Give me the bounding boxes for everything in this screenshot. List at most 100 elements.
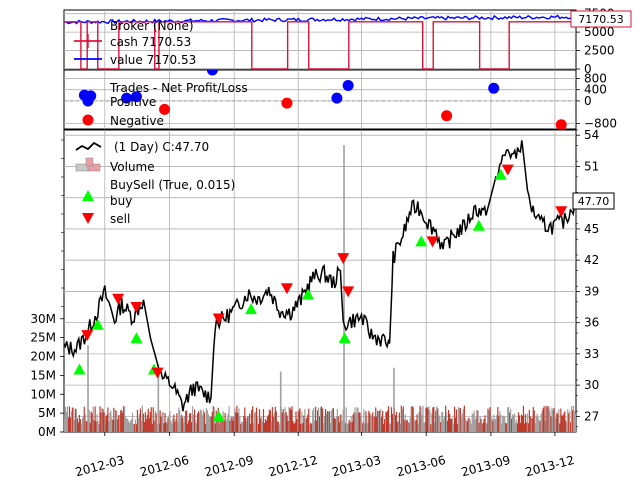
volume-bar xyxy=(544,420,546,432)
volume-bar xyxy=(575,413,576,432)
volume-bar xyxy=(285,412,287,432)
volume-bar xyxy=(369,413,371,432)
volume-bar xyxy=(223,421,225,432)
buy-marker xyxy=(212,410,225,422)
volume-bar xyxy=(422,405,424,432)
volume-spike-bar xyxy=(87,345,89,432)
volume-bar xyxy=(386,410,389,432)
volume-bar xyxy=(513,413,516,432)
volume-bar xyxy=(105,416,107,432)
volume-bar xyxy=(245,417,247,432)
volume-bar xyxy=(144,412,146,432)
volume-bar xyxy=(257,423,260,432)
volume-bar xyxy=(273,413,275,432)
price-y-tick-label: 39 xyxy=(584,284,599,298)
volume-bar xyxy=(498,416,500,432)
volume-bar xyxy=(198,412,201,432)
volume-bar xyxy=(565,420,567,432)
volume-bar xyxy=(382,411,384,432)
volume-bar xyxy=(226,418,228,432)
last-price-text: 47.70 xyxy=(578,195,610,208)
volume-bar xyxy=(181,414,183,432)
volume-bar xyxy=(536,413,538,432)
volume-bars xyxy=(64,145,576,432)
volume-bar xyxy=(239,415,241,432)
volume-bar xyxy=(125,416,127,432)
price-y-tick-label: 36 xyxy=(584,316,599,330)
volume-bar xyxy=(558,409,560,432)
legend-volume-swatch-up xyxy=(87,163,101,172)
volume-bar xyxy=(532,406,534,432)
volume-bar xyxy=(412,407,414,432)
volume-bar xyxy=(414,421,416,432)
volume-bar xyxy=(193,409,196,432)
volume-bar xyxy=(437,408,439,432)
volume-bar xyxy=(117,419,119,432)
volume-bar xyxy=(162,411,164,432)
volume-bar xyxy=(132,424,135,432)
volume-bar xyxy=(236,405,238,432)
volume-bar xyxy=(436,406,438,432)
volume-bar xyxy=(307,414,309,432)
volume-bar xyxy=(548,407,550,432)
volume-bar xyxy=(114,419,116,432)
volume-bar xyxy=(227,414,229,432)
volume-bar xyxy=(249,413,251,432)
volume-bar xyxy=(349,422,351,432)
buy-marker xyxy=(73,363,86,375)
volume-bar xyxy=(177,421,179,432)
buy-marker xyxy=(472,219,485,231)
volume-bar xyxy=(344,422,346,432)
volume-bar xyxy=(130,419,133,432)
volume-bar xyxy=(225,421,227,432)
volume-y-tick-label: 25M xyxy=(30,331,56,345)
x-tick-label: 2013-03 xyxy=(330,453,382,480)
volume-bar xyxy=(456,424,459,432)
volume-bar xyxy=(204,423,206,432)
broker-legend: Broker (None) cash 7170.53 value 7170.53 xyxy=(74,19,196,67)
sell-marker xyxy=(112,293,125,305)
volume-bar xyxy=(68,406,71,432)
volume-bar xyxy=(522,405,525,432)
volume-bar xyxy=(403,419,405,432)
volume-bar xyxy=(91,413,93,432)
volume-y-tick-label: 10M xyxy=(30,387,56,401)
volume-bar xyxy=(324,409,327,432)
volume-bar xyxy=(99,406,101,432)
volume-bar xyxy=(139,408,142,432)
trades-y-tick-label: 800 xyxy=(584,71,607,85)
volume-bar xyxy=(229,420,231,432)
volume-bar xyxy=(484,415,486,432)
volume-bar xyxy=(102,409,104,432)
volume-bar xyxy=(164,413,166,432)
legend-value-label: value 7170.53 xyxy=(110,53,196,67)
sell-marker xyxy=(212,313,225,325)
sell-marker xyxy=(130,302,143,314)
sell-marker xyxy=(81,330,94,342)
volume-bar xyxy=(512,414,514,432)
volume-bar xyxy=(187,423,189,432)
volume-bar xyxy=(191,422,193,432)
volume-bar xyxy=(299,408,301,432)
volume-bar xyxy=(372,412,374,432)
volume-bar xyxy=(116,411,118,432)
volume-y-tick-label: 30M xyxy=(30,312,56,326)
volume-bar xyxy=(296,419,298,432)
volume-bar xyxy=(289,407,291,432)
volume-bar xyxy=(493,414,495,432)
volume-bar xyxy=(375,407,377,432)
volume-bar xyxy=(159,410,161,432)
volume-bar xyxy=(103,412,105,432)
volume-bar xyxy=(292,421,294,432)
volume-bar xyxy=(112,419,114,432)
buy-marker xyxy=(130,332,143,344)
volume-bar xyxy=(418,412,420,432)
trades-legend-title: Trades - Net Profit/Loss xyxy=(109,81,248,95)
broker-last-value-tag: 7170.53 xyxy=(570,10,632,28)
volume-bar xyxy=(252,406,254,432)
volume-bar xyxy=(258,409,261,432)
volume-bar xyxy=(566,422,568,432)
volume-bar xyxy=(453,406,456,432)
volume-bar xyxy=(361,424,363,432)
volume-bar xyxy=(325,413,328,432)
